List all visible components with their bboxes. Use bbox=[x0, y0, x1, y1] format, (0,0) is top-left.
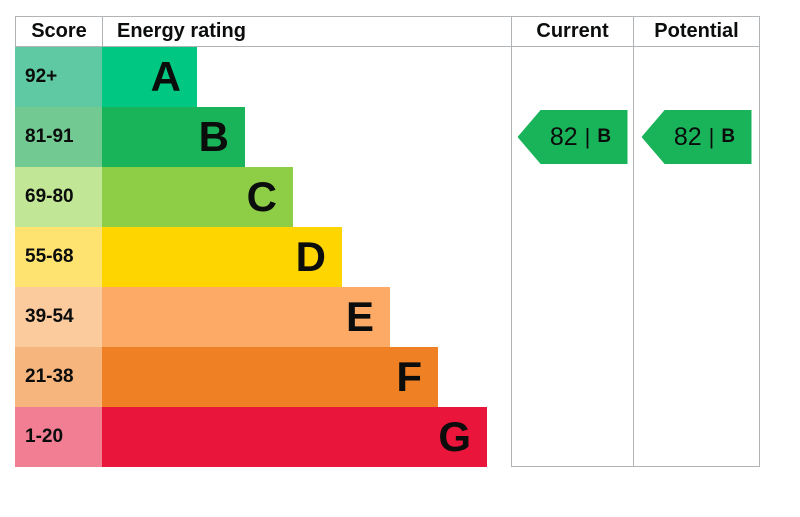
band-bar-cell: B bbox=[102, 107, 511, 167]
score-column-header: Score bbox=[15, 16, 102, 47]
band-bar-cell: D bbox=[102, 227, 511, 287]
table-header-row: Score Energy rating Current Potential bbox=[15, 16, 760, 47]
arrow-score-value: 82 bbox=[549, 122, 578, 151]
epc-rating-chart: Score Energy rating Current Potential 92… bbox=[15, 16, 760, 467]
potential-cell bbox=[633, 167, 760, 227]
potential-cell bbox=[633, 287, 760, 347]
band-rows: 92+ A 81-91 B 82 | B 82 | B 69-80 C 55-68 bbox=[15, 47, 760, 467]
band-score-range: 1-20 bbox=[15, 407, 102, 467]
band-letter: B bbox=[198, 113, 229, 160]
band-bar: C bbox=[102, 167, 293, 227]
current-cell bbox=[511, 287, 633, 347]
band-letter: D bbox=[295, 233, 326, 280]
band-row: 1-20 G bbox=[15, 407, 760, 467]
arrow-separator: | bbox=[584, 124, 591, 149]
potential-rating-arrow: 82 | B bbox=[641, 110, 752, 164]
band-letter: A bbox=[150, 53, 181, 100]
potential-cell bbox=[633, 227, 760, 287]
current-cell bbox=[511, 167, 633, 227]
current-rating-arrow: 82 | B bbox=[517, 110, 628, 164]
band-row: 81-91 B 82 | B 82 | B bbox=[15, 107, 760, 167]
band-row: 55-68 D bbox=[15, 227, 760, 287]
band-score-range: 21-38 bbox=[15, 347, 102, 407]
energy-rating-column-header: Energy rating bbox=[102, 16, 511, 47]
band-letter: E bbox=[345, 293, 374, 340]
potential-cell bbox=[633, 347, 760, 407]
band-bar: B bbox=[102, 107, 245, 167]
current-cell bbox=[511, 47, 633, 107]
arrow-band-letter: B bbox=[721, 126, 736, 147]
band-bar-cell: A bbox=[102, 47, 511, 107]
band-bar: E bbox=[102, 287, 390, 347]
band-bar-cell: E bbox=[102, 287, 511, 347]
band-letter: C bbox=[246, 173, 277, 220]
band-row: 39-54 E bbox=[15, 287, 760, 347]
potential-cell bbox=[633, 407, 760, 467]
potential-column-header: Potential bbox=[633, 16, 760, 47]
band-score-range: 39-54 bbox=[15, 287, 102, 347]
arrow-separator: | bbox=[708, 124, 715, 149]
arrow-band-letter: B bbox=[597, 126, 612, 147]
current-cell: 82 | B bbox=[511, 107, 633, 167]
band-bar: F bbox=[102, 347, 438, 407]
band-score-range: 81-91 bbox=[15, 107, 102, 167]
band-score-range: 69-80 bbox=[15, 167, 102, 227]
band-bar-cell: F bbox=[102, 347, 511, 407]
band-bar: G bbox=[102, 407, 487, 467]
potential-cell: 82 | B bbox=[633, 107, 760, 167]
current-cell bbox=[511, 347, 633, 407]
band-bar: D bbox=[102, 227, 342, 287]
potential-cell bbox=[633, 47, 760, 107]
band-letter: G bbox=[438, 413, 471, 460]
current-cell bbox=[511, 407, 633, 467]
current-cell bbox=[511, 227, 633, 287]
band-row: 21-38 F bbox=[15, 347, 760, 407]
band-row: 92+ A bbox=[15, 47, 760, 107]
band-letter: F bbox=[396, 353, 422, 400]
arrow-score-value: 82 bbox=[673, 122, 702, 151]
band-bar-cell: G bbox=[102, 407, 511, 467]
current-column-header: Current bbox=[511, 16, 633, 47]
band-score-range: 92+ bbox=[15, 47, 102, 107]
band-row: 69-80 C bbox=[15, 167, 760, 227]
band-score-range: 55-68 bbox=[15, 227, 102, 287]
band-bar-cell: C bbox=[102, 167, 511, 227]
band-bar: A bbox=[102, 47, 197, 107]
